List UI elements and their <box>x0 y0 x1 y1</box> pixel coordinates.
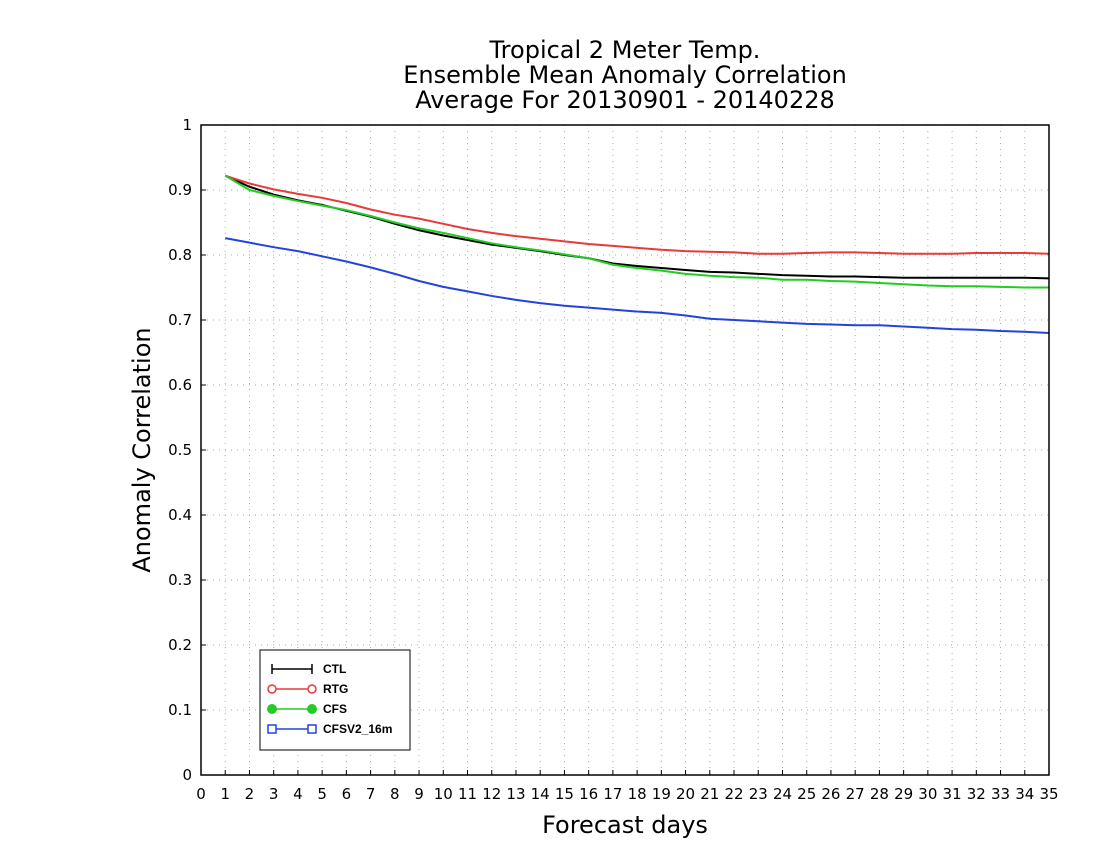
x-tick-label: 16 <box>579 785 598 803</box>
x-tick-label: 25 <box>797 785 816 803</box>
x-tick-label: 28 <box>870 785 889 803</box>
x-tick-label: 9 <box>414 785 424 803</box>
legend-marker-square-icon <box>267 724 277 734</box>
axes: 0 1 2 3 4 5 6 7 8 9 10 11 12 13 14 15 16 17 18 19 20 21 22 23 24… <box>128 116 1059 839</box>
legend-marker-circle-icon <box>267 684 277 694</box>
x-tick-label: 2 <box>245 785 255 803</box>
x-tick-label: 6 <box>342 785 352 803</box>
series-lines <box>224 174 1050 334</box>
chart-title-line: Average For 20130901 - 20140228 <box>415 86 835 114</box>
legend-marker-circle-icon <box>307 684 317 694</box>
x-tick-label: 14 <box>531 785 550 803</box>
y-tick-label: 1 <box>182 116 192 134</box>
y-axis-title: Anomaly Correlation <box>128 327 156 572</box>
y-tick-label: 0.5 <box>168 441 192 459</box>
x-tick-label: 30 <box>918 785 937 803</box>
chart-title: Tropical 2 Meter Temp.Ensemble Mean Anom… <box>403 36 847 114</box>
x-tick-label: 35 <box>1039 785 1058 803</box>
y-tick-label: 0.6 <box>168 376 192 394</box>
legend-marker-dot-icon <box>307 704 317 714</box>
series-line-rtg <box>224 174 1050 255</box>
legend-label: CFSV2_16m <box>323 722 392 736</box>
y-tick-label: 0.3 <box>168 571 192 589</box>
x-tick-label: 4 <box>293 785 303 803</box>
y-tick-label: 0.4 <box>168 506 192 524</box>
x-tick-label: 27 <box>846 785 865 803</box>
y-tick-label: 0.1 <box>168 701 192 719</box>
y-tick-label: 0 <box>182 766 192 784</box>
x-tick-label: 22 <box>724 785 743 803</box>
legend-marker-square-icon <box>307 724 317 734</box>
legend-label: CFS <box>323 702 347 716</box>
series-line-cfsv2_16m <box>225 237 1050 334</box>
x-tick-label: 10 <box>434 785 453 803</box>
x-tick-label: 26 <box>821 785 840 803</box>
chart-title-line: Ensemble Mean Anomaly Correlation <box>403 61 847 89</box>
legend-label: RTG <box>323 682 348 696</box>
x-tick-label: 1 <box>220 785 230 803</box>
x-axis-title: Forecast days <box>542 811 708 839</box>
x-tick-label: 15 <box>555 785 574 803</box>
x-tick-label: 31 <box>943 785 962 803</box>
x-tick-label: 24 <box>773 785 792 803</box>
x-tick-label: 19 <box>652 785 671 803</box>
x-tick-label: 12 <box>482 785 501 803</box>
x-tick-label: 21 <box>700 785 719 803</box>
x-tick-label: 17 <box>603 785 622 803</box>
x-tick-label: 34 <box>1015 785 1034 803</box>
x-tick-label: 32 <box>967 785 986 803</box>
y-tick-label: 0.8 <box>168 246 192 264</box>
x-tick-label: 29 <box>894 785 913 803</box>
grid-lines <box>201 125 1049 775</box>
x-tick-label: 0 <box>196 785 206 803</box>
legend: CTL RTG CFS CFSV2_16m <box>259 649 411 751</box>
chart-title-line: Tropical 2 Meter Temp. <box>489 36 761 64</box>
x-tick-label: 11 <box>458 785 477 803</box>
legend-label: CTL <box>323 662 346 676</box>
legend-marker-dot-icon <box>267 704 277 714</box>
x-tick-label: 3 <box>269 785 279 803</box>
x-tick-label: 7 <box>366 785 376 803</box>
x-tick-label: 13 <box>506 785 525 803</box>
y-tick-label: 0.2 <box>168 636 192 654</box>
x-tick-label: 18 <box>628 785 647 803</box>
y-tick-label: 0.7 <box>168 311 192 329</box>
series-line-cfs <box>224 174 1049 289</box>
x-tick-label: 20 <box>676 785 695 803</box>
y-tick-label: 0.9 <box>168 181 192 199</box>
x-tick-label: 8 <box>390 785 400 803</box>
legend-box <box>259 649 411 751</box>
x-tick-label: 33 <box>991 785 1010 803</box>
x-tick-label: 5 <box>317 785 327 803</box>
x-tick-label: 23 <box>749 785 768 803</box>
